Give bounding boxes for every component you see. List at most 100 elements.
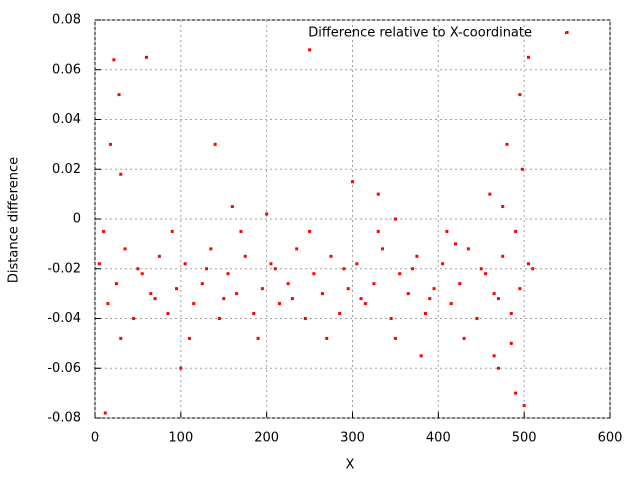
point: [419, 354, 423, 358]
point: [526, 55, 530, 59]
point: [458, 282, 462, 286]
point: [273, 267, 277, 271]
point: [230, 205, 234, 209]
point: [278, 302, 282, 306]
point: [119, 336, 123, 340]
point: [376, 229, 380, 233]
point: [312, 272, 316, 276]
x-tick-label: 0: [91, 431, 99, 446]
point: [423, 312, 427, 316]
point: [355, 262, 359, 266]
legend-swatch: [565, 32, 567, 34]
point: [411, 267, 415, 271]
point: [479, 267, 483, 271]
point: [338, 312, 342, 316]
point: [454, 242, 457, 246]
point: [565, 30, 569, 34]
point: [492, 292, 496, 296]
point: [145, 55, 148, 59]
point: [239, 229, 243, 233]
point: [389, 317, 393, 320]
point: [136, 267, 140, 271]
point: [509, 312, 513, 316]
point: [97, 262, 101, 266]
y-tick-label: -0.02: [47, 261, 81, 276]
point: [149, 292, 153, 296]
point: [112, 58, 116, 62]
point: [359, 297, 363, 301]
point: [235, 292, 239, 296]
point: [170, 229, 174, 233]
point: [213, 142, 217, 146]
point: [256, 336, 260, 340]
point: [192, 302, 196, 306]
point: [200, 282, 204, 286]
point: [518, 93, 522, 97]
point: [393, 217, 397, 221]
x-tick-label: 200: [254, 431, 279, 446]
point: [445, 229, 449, 233]
point: [381, 247, 385, 251]
point: [514, 229, 518, 233]
legend-label: Difference relative to X-coordinate: [308, 26, 532, 41]
y-tick-label: 0.08: [52, 13, 81, 28]
point: [308, 48, 312, 52]
point: [157, 254, 161, 258]
point: [269, 262, 273, 266]
point: [488, 192, 492, 196]
point: [496, 297, 500, 301]
point: [217, 317, 221, 320]
point: [103, 411, 107, 415]
point: [492, 354, 496, 358]
point: [205, 267, 209, 271]
point: [308, 229, 312, 233]
point: [108, 142, 112, 146]
point: [209, 247, 213, 251]
point: [393, 336, 397, 340]
point: [398, 272, 402, 276]
point: [325, 336, 329, 340]
point: [376, 192, 380, 196]
x-tick-label: 500: [512, 431, 537, 446]
point: [509, 341, 513, 345]
y-tick-label: 0.04: [52, 112, 81, 127]
point: [432, 287, 436, 291]
point: [526, 262, 530, 266]
point: [501, 205, 505, 209]
point: [114, 282, 118, 286]
point: [153, 297, 157, 301]
point: [320, 292, 324, 296]
point: [222, 297, 226, 301]
point: [342, 267, 346, 271]
y-tick-label: -0.04: [47, 311, 81, 326]
y-axis-label: Distance difference: [7, 157, 22, 283]
point: [290, 297, 294, 301]
point: [514, 391, 518, 395]
point: [252, 312, 256, 316]
point: [372, 282, 376, 286]
point: [265, 212, 269, 216]
point: [475, 317, 479, 320]
y-tick-label: -0.08: [47, 411, 81, 426]
point: [187, 336, 191, 340]
point: [441, 262, 445, 266]
point: [303, 317, 307, 320]
point: [295, 247, 299, 251]
x-tick-label: 400: [426, 431, 451, 446]
point: [117, 93, 121, 97]
point: [466, 247, 470, 251]
point: [166, 312, 170, 316]
x-axis-label: X: [346, 458, 355, 473]
point: [363, 302, 367, 306]
point: [351, 180, 354, 184]
point: [226, 272, 230, 276]
point: [406, 292, 410, 296]
point: [123, 247, 127, 251]
point: [520, 167, 524, 171]
point: [132, 317, 136, 320]
point: [183, 262, 187, 266]
point: [462, 336, 466, 340]
x-tick-label: 600: [598, 431, 623, 446]
point: [496, 366, 500, 370]
